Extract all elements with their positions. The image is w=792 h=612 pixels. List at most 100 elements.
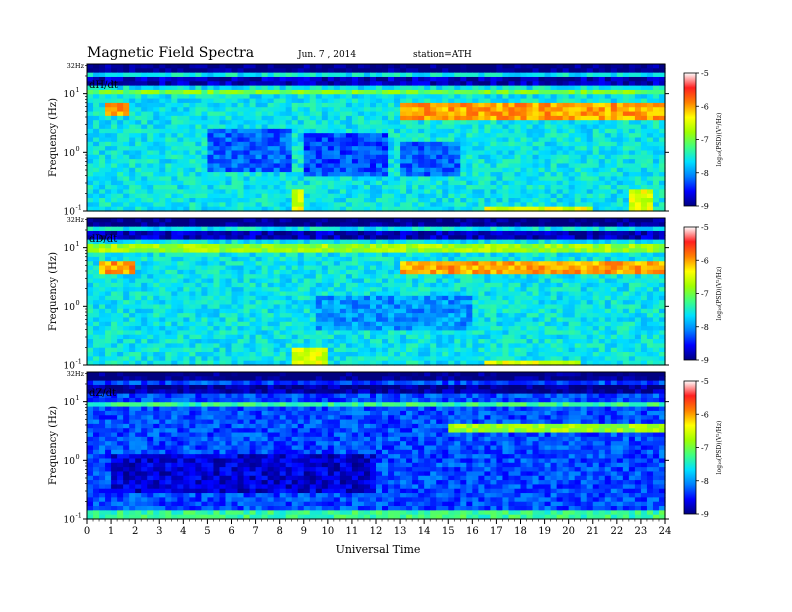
spectrogram-cell xyxy=(544,218,552,223)
spectrogram-cell xyxy=(225,206,233,212)
spectrogram-cell xyxy=(382,261,389,267)
spectrogram-cell xyxy=(261,154,269,160)
spectrogram-cell xyxy=(466,256,473,262)
spectrogram-cell xyxy=(285,176,293,182)
spectrogram-cell xyxy=(610,243,618,249)
spectrogram-cell xyxy=(424,282,431,288)
spectrogram-cell xyxy=(369,193,377,199)
spectrogram-cell xyxy=(315,243,323,249)
spectrogram-cell xyxy=(532,81,540,87)
spectrogram-cell xyxy=(141,218,148,223)
spectrogram-cell xyxy=(267,102,275,108)
spectrogram-cell xyxy=(376,159,383,165)
spectrogram-cell xyxy=(177,222,184,228)
spectrogram-cell xyxy=(604,218,612,223)
spectrogram-cell xyxy=(237,291,245,297)
spectrogram-cell xyxy=(177,282,184,288)
spectrogram-cell xyxy=(129,146,136,152)
spectrogram-cell xyxy=(484,146,491,152)
spectrogram-cell xyxy=(466,81,473,87)
spectrogram-cell xyxy=(93,261,100,267)
spectrogram-cell xyxy=(388,274,395,280)
spectrogram-cell xyxy=(520,81,528,87)
spectrogram-cell xyxy=(622,68,630,74)
spectrogram-cell xyxy=(562,222,570,228)
figure-title: Magnetic Field Spectra xyxy=(87,45,254,61)
spectrogram-cell xyxy=(105,133,112,139)
spectrogram-cell xyxy=(315,120,323,126)
spectrogram-cell xyxy=(508,243,516,249)
spectrogram-cell xyxy=(273,172,281,178)
spectrogram-cell xyxy=(297,252,305,258)
spectrogram-cell xyxy=(255,124,263,130)
spectrogram-cell xyxy=(466,89,473,95)
spectrogram-cell xyxy=(388,115,395,121)
spectrogram-cell xyxy=(117,278,124,284)
spectrogram-cell xyxy=(219,218,227,223)
spectrogram-cell xyxy=(496,226,504,232)
spectrogram-cell xyxy=(574,76,582,82)
spectrogram-cell xyxy=(123,193,130,199)
spectrogram-cell xyxy=(321,120,329,126)
spectrogram-cell xyxy=(129,248,136,254)
spectrogram-cell xyxy=(315,102,323,108)
spectrogram-cell xyxy=(520,85,528,91)
spectrogram-cell xyxy=(538,189,546,195)
spectrogram-cell xyxy=(502,180,510,186)
spectrogram-cell xyxy=(382,141,389,147)
spectrogram-cell xyxy=(484,115,491,121)
spectrogram-cell xyxy=(376,269,383,275)
spectrogram-cell xyxy=(562,137,570,143)
spectrogram-cell xyxy=(586,146,594,152)
spectrogram-cell xyxy=(526,124,534,130)
spectrogram-cell xyxy=(568,124,576,130)
spectrogram-cell xyxy=(586,222,594,228)
spectrogram-cell xyxy=(357,206,365,212)
spectrogram-cell xyxy=(544,226,552,232)
spectrogram-cell xyxy=(207,261,215,267)
spectrogram-cell xyxy=(327,150,335,156)
spectrogram-cell xyxy=(309,124,317,130)
spectrogram-cell xyxy=(550,159,558,165)
spectrogram-cell xyxy=(249,269,257,275)
spectrogram-cell xyxy=(424,261,431,267)
spectrogram-cell xyxy=(333,222,341,228)
spectrogram-cell xyxy=(213,256,221,262)
spectrogram-cell xyxy=(532,287,540,293)
spectrogram-cell xyxy=(586,218,594,223)
spectrogram-cell xyxy=(369,120,377,126)
spectrogram-cell xyxy=(123,239,130,245)
spectrogram-cell xyxy=(189,146,196,152)
spectrogram-cell xyxy=(532,239,540,245)
spectrogram-cell xyxy=(105,128,112,134)
spectrogram-cell xyxy=(327,202,335,208)
spectrogram-cell xyxy=(430,218,437,223)
spectrogram-cell xyxy=(273,243,281,249)
spectrogram-cell xyxy=(189,243,196,249)
spectrogram-cell xyxy=(279,202,287,208)
spectrogram-cell xyxy=(165,150,172,156)
spectrogram-cell xyxy=(285,137,293,143)
spectrogram-cell xyxy=(165,163,172,169)
spectrogram-cell xyxy=(556,222,564,228)
spectrogram-cell xyxy=(183,198,190,203)
spectrogram-cell xyxy=(550,226,558,232)
spectrogram-cell xyxy=(243,256,251,262)
spectrogram-cell xyxy=(99,256,106,262)
spectrogram-cell xyxy=(406,94,413,100)
spectrogram-cell xyxy=(556,248,564,254)
spectrogram-cell xyxy=(321,206,329,212)
spectrogram-cell xyxy=(466,163,473,169)
spectrogram-cell xyxy=(261,120,269,126)
spectrogram-cell xyxy=(183,282,190,288)
spectrogram-cell xyxy=(598,202,606,208)
spectrogram-cell xyxy=(538,85,546,91)
spectrogram-cell xyxy=(333,68,341,74)
spectrogram-cell xyxy=(237,133,245,139)
spectrogram-cell xyxy=(135,98,142,104)
spectrogram-cell xyxy=(580,235,588,241)
spectrogram-cell xyxy=(219,256,227,262)
spectrogram-cell xyxy=(315,256,323,262)
spectrogram-cell xyxy=(628,185,636,190)
spectrogram-cell xyxy=(147,243,154,249)
